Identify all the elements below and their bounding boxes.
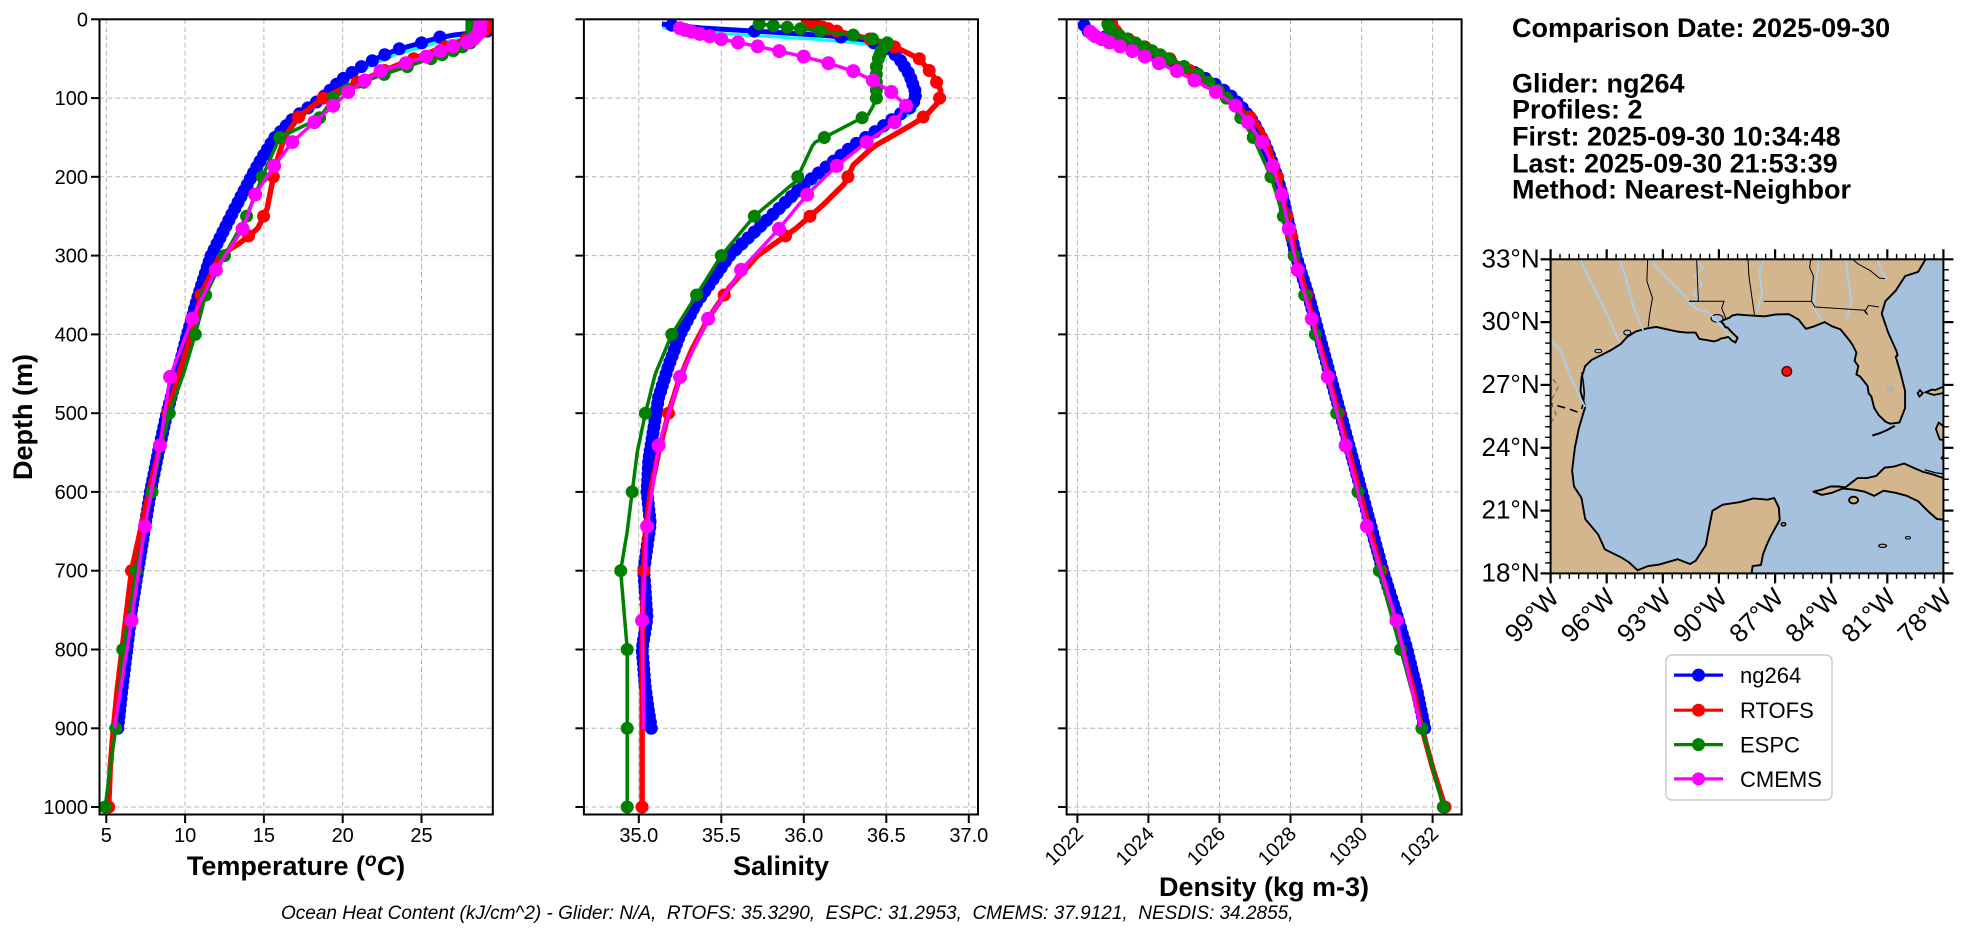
svg-text:400: 400 [55, 324, 88, 346]
svg-text:35.0: 35.0 [619, 825, 658, 847]
svg-text:37.0: 37.0 [949, 825, 988, 847]
svg-text:Depth (m): Depth (m) [8, 354, 38, 480]
svg-text:Profiles: 2: Profiles: 2 [1512, 95, 1643, 125]
svg-text:1000: 1000 [44, 797, 89, 819]
svg-text:33°N: 33°N [1482, 243, 1540, 273]
svg-text:Last: 2025-09-30 21:53:39: Last: 2025-09-30 21:53:39 [1512, 148, 1838, 178]
svg-text:100: 100 [55, 88, 88, 110]
svg-text:10: 10 [174, 825, 196, 847]
svg-text:20: 20 [332, 825, 354, 847]
svg-text:0: 0 [77, 9, 88, 31]
svg-text:18°N: 18°N [1482, 557, 1540, 587]
svg-text:ESPC: ESPC [1740, 733, 1800, 758]
svg-text:21°N: 21°N [1482, 495, 1540, 525]
svg-text:25: 25 [410, 825, 432, 847]
svg-text:ng264: ng264 [1740, 663, 1801, 688]
svg-text:30°N: 30°N [1482, 306, 1540, 336]
svg-text:700: 700 [55, 561, 88, 583]
svg-text:15: 15 [253, 825, 275, 847]
svg-text:Salinity: Salinity [733, 851, 829, 881]
svg-text:Method: Nearest-Neighbor: Method: Nearest-Neighbor [1512, 174, 1852, 204]
svg-text:Glider: ng264: Glider: ng264 [1512, 69, 1685, 99]
svg-text:900: 900 [55, 718, 88, 740]
svg-text:24°N: 24°N [1482, 432, 1540, 462]
svg-text:CMEMS: CMEMS [1740, 767, 1822, 792]
svg-text:RTOFS: RTOFS [1740, 698, 1814, 723]
svg-text:27°N: 27°N [1482, 369, 1540, 399]
svg-text:600: 600 [55, 482, 88, 504]
svg-text:500: 500 [55, 403, 88, 425]
svg-text:300: 300 [55, 246, 88, 268]
svg-text:800: 800 [55, 640, 88, 662]
svg-text:35.5: 35.5 [702, 825, 741, 847]
svg-text:200: 200 [55, 167, 88, 189]
svg-text:Comparison Date: 2025-09-30: Comparison Date: 2025-09-30 [1512, 13, 1890, 43]
svg-text:36.5: 36.5 [867, 825, 906, 847]
svg-text:Ocean Heat Content (kJ/cm^2) -: Ocean Heat Content (kJ/cm^2) - Glider: N… [281, 903, 1294, 924]
svg-text:5: 5 [101, 825, 112, 847]
svg-text:First: 2025-09-30 10:34:48: First: 2025-09-30 10:34:48 [1512, 121, 1841, 151]
svg-text:Density (kg m-3): Density (kg m-3) [1159, 872, 1369, 902]
svg-text:36.0: 36.0 [784, 825, 823, 847]
